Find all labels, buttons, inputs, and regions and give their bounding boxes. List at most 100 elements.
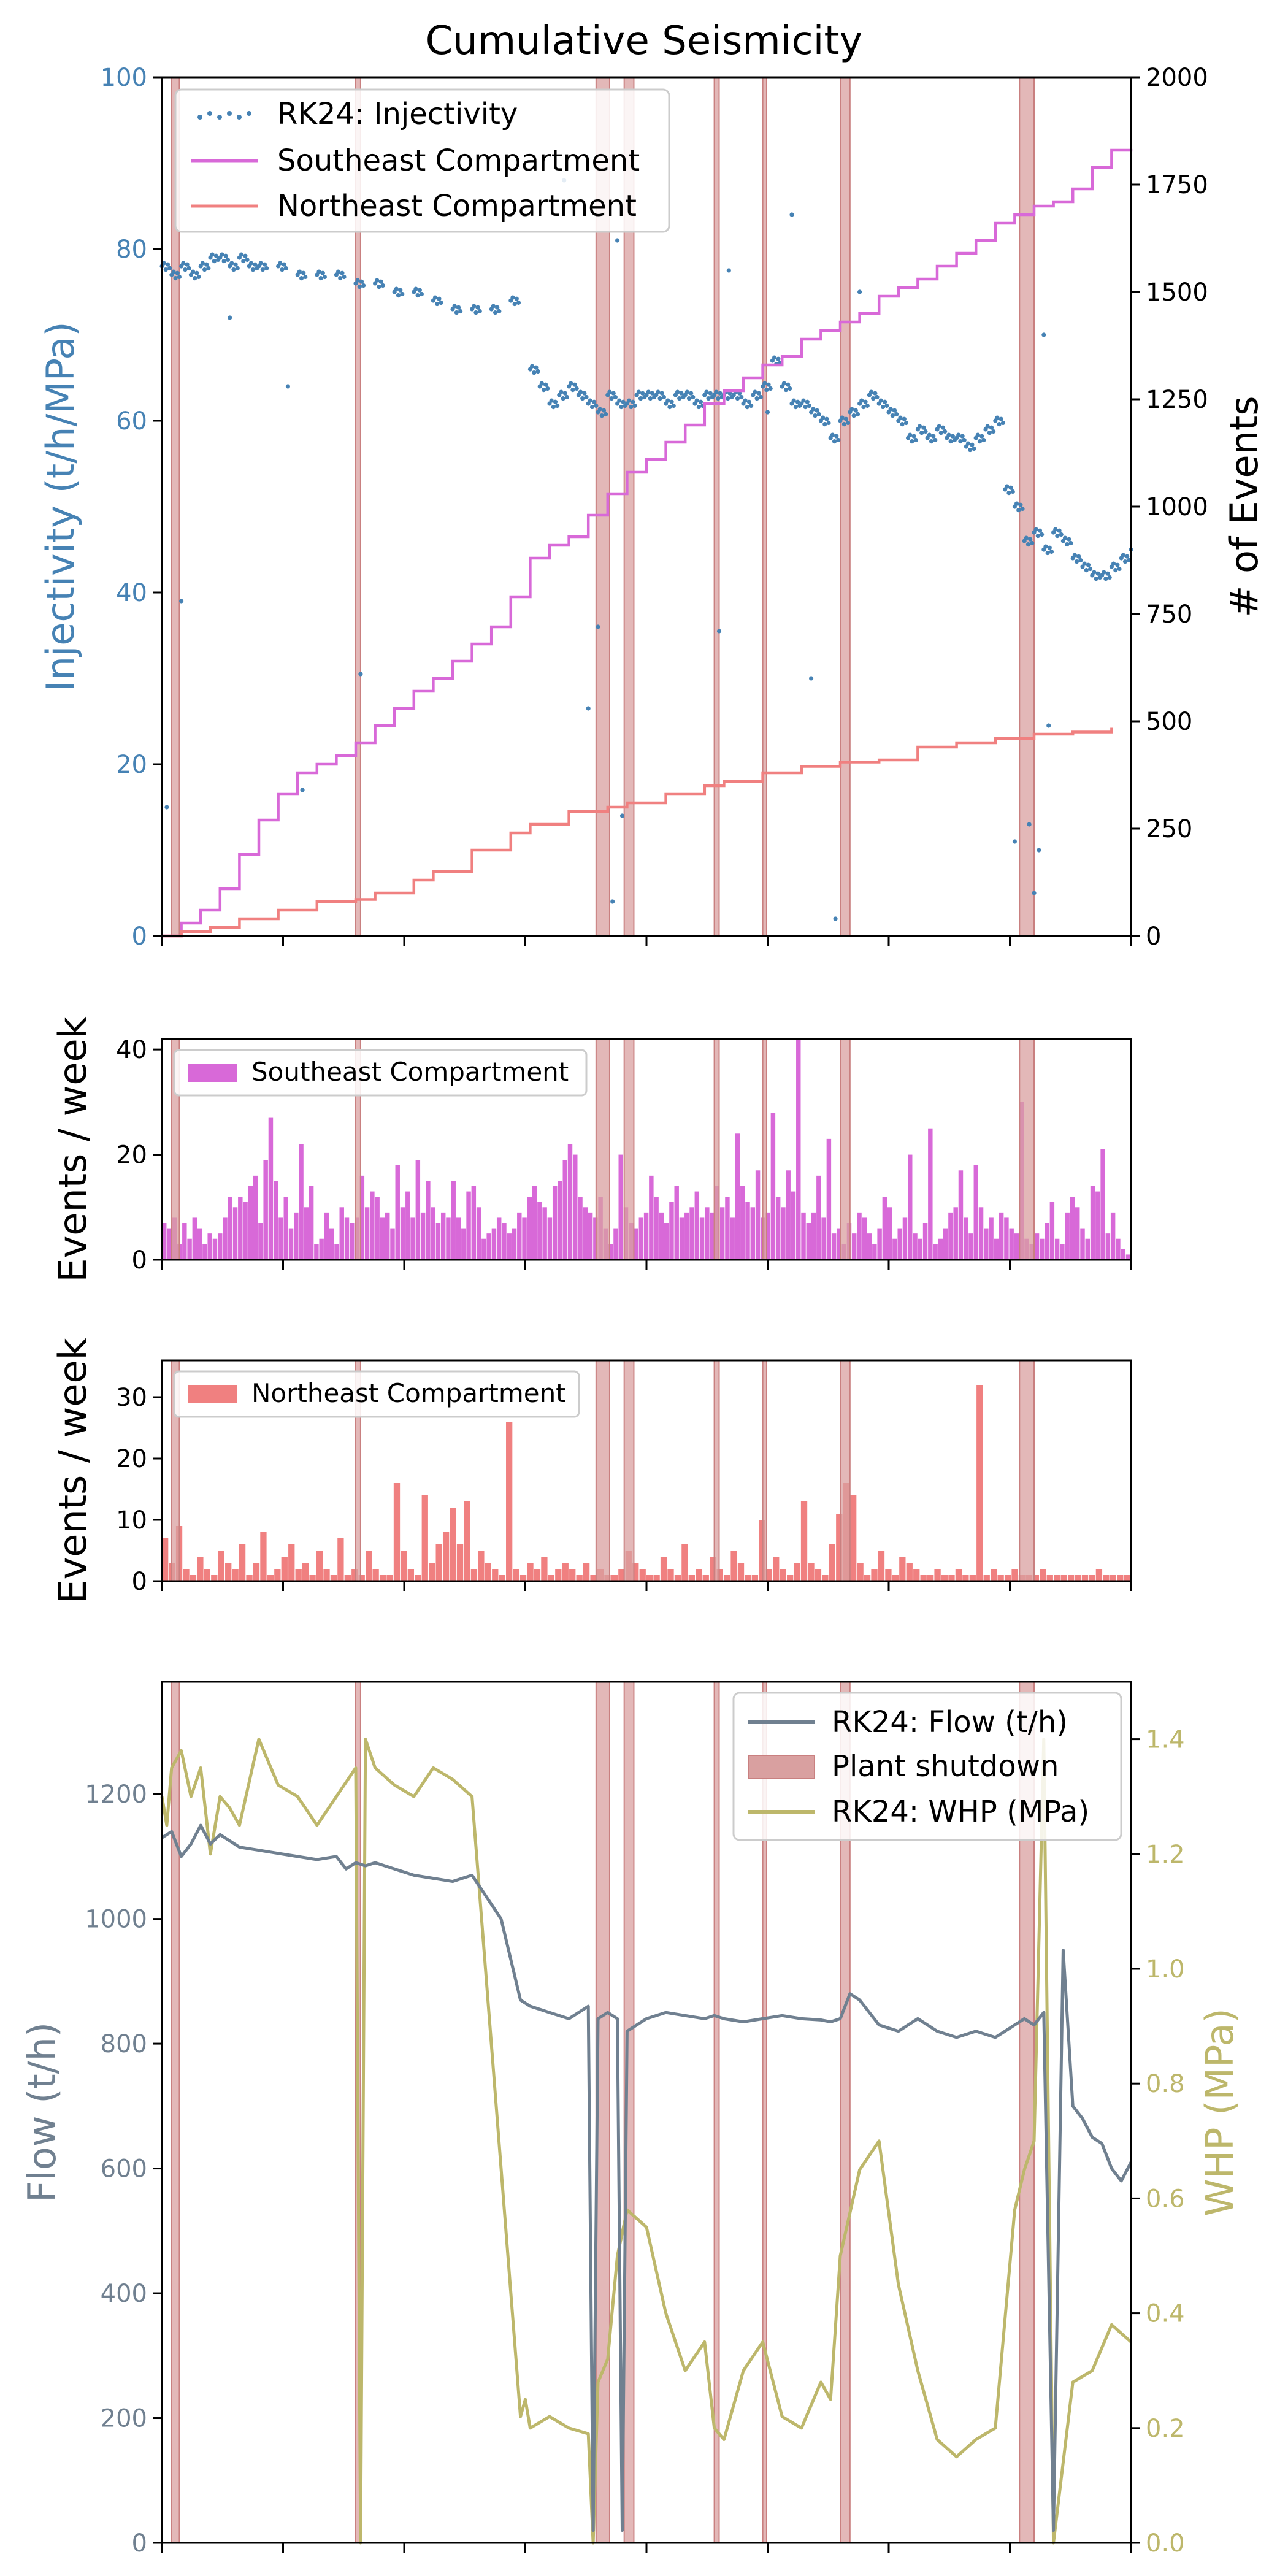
injectivity-outlier-point [1046,723,1051,728]
injectivity-point [1095,571,1100,576]
northeast-weekly-bar [309,1575,316,1581]
northeast-weekly-bar [569,1569,576,1581]
northeast-weekly-bar [1117,1575,1124,1581]
injectivity-point [584,394,589,400]
injectivity-point [890,413,895,418]
injectivity-point [965,441,971,446]
northeast-weekly-bar [1046,1575,1053,1581]
southeast-weekly-bar [380,1217,385,1260]
p1-left-tick-label-2: 40 [116,579,147,607]
injectivity-point [813,413,818,418]
northeast-weekly-bars [162,1385,1130,1581]
injectivity-point [716,396,721,401]
injectivity-point [299,276,304,281]
southeast-weekly-bar [588,1212,593,1260]
injectivity-point [956,432,961,437]
injectivity-point [1030,540,1035,546]
injectivity-point [621,399,626,404]
northeast-weekly-bar [1054,1575,1060,1581]
southeast-weekly-bar [933,1244,938,1260]
northeast-weekly-bar [808,1563,815,1581]
northeast-weekly-bar [815,1569,822,1581]
p1-legend: RK24: Injectivity Southeast Compartment … [174,88,670,233]
southeast-weekly-bar [826,1138,832,1260]
injectivity-point [677,396,682,401]
northeast-weekly-bar [379,1575,386,1581]
northeast-weekly-bar [934,1569,941,1581]
injectivity-point [549,398,554,403]
injectivity-point [679,391,684,396]
injectivity-point [380,283,385,288]
northeast-weekly-bar [519,1575,527,1581]
injectivity-point [594,403,599,408]
southeast-weekly-bar [212,1238,218,1260]
southeast-weekly-bar [324,1212,329,1260]
injectivity-point [958,439,963,444]
northeast-weekly-bar [218,1551,224,1581]
p1-right-ticks: 0 250 500 750 1000 1250 1500 1750 2000 [1131,64,1208,951]
p4-right-ticks: 0.0 0.2 0.4 0.6 0.8 1.0 1.2 1.4 [1131,1726,1185,2558]
injectivity-point [569,381,573,386]
p4-right-axis-label: WHP (MPa) [1197,2008,1242,2217]
southeast-weekly-bar [765,1212,770,1260]
injectivity-point [815,408,819,413]
southeast-weekly-bar [334,1244,339,1260]
northeast-weekly-bar [920,1575,927,1581]
p4-left-tick-label-1: 200 [101,2405,147,2433]
southeast-weekly-bar [816,1175,821,1260]
southeast-weekly-bar [892,1238,897,1260]
northeast-weekly-bar [765,1569,772,1581]
injectivity-point [826,420,831,426]
northeast-weekly-bar [492,1569,499,1581]
southeast-weekly-bar [522,1217,527,1260]
southeast-weekly-bar [664,1223,669,1260]
injectivity-outlier-point [610,899,615,904]
injectivity-point [1067,537,1071,542]
whp-line [160,1738,1132,2545]
southeast-weekly-bar [669,1202,674,1260]
southeast-weekly-bar [643,1212,649,1260]
southeast-weekly-bar [978,1207,984,1260]
northeast-weekly-bar [386,1575,393,1581]
southeast-weekly-bar [1085,1238,1090,1260]
injectivity-point [1045,551,1050,556]
injectivity-point [177,274,182,280]
injectivity-point [1107,575,1112,580]
northeast-weekly-bar [204,1569,210,1581]
southeast-weekly-bar [197,1228,202,1260]
injectivity-point [1016,508,1021,513]
p1-x-ticks [161,936,1132,946]
injectivity-point [535,369,540,374]
injectivity-point [661,394,667,400]
injectivity-outlier-point [164,805,169,810]
legend-injectivity-dot [217,115,222,120]
legend-injectivity-label: RK24: Injectivity [277,97,518,131]
northeast-weekly-bar [976,1385,983,1581]
p1-left-tick-label-5: 100 [101,64,147,92]
northeast-weekly-bar [822,1575,829,1581]
legend-northeast-label: Northeast Compartment [277,189,637,223]
injectivity-point [551,405,556,410]
injectivity-point [1053,527,1058,532]
injectivity-point [545,386,550,391]
injectivity-point [475,305,480,310]
injectivity-point [233,262,238,267]
injectivity-point [859,398,864,403]
injectivity-point [417,288,422,293]
southeast-weekly-bar [984,1228,989,1260]
southeast-weekly-bar [182,1223,187,1260]
injectivity-point [968,448,973,453]
injectivity-point [756,391,761,396]
injectivity-point [225,257,231,263]
southeast-weekly-bar [1095,1191,1100,1260]
northeast-weekly-bar [541,1557,548,1581]
injectivity-point [1020,506,1025,512]
northeast-weekly-bar [393,1483,401,1581]
southeast-weekly-bar [1110,1212,1116,1260]
injectivity-point [995,415,1000,420]
injectivity-point [943,429,948,434]
southeast-weekly-bar [339,1207,344,1260]
flow-line [161,1823,1133,2532]
injectivity-point [684,389,689,394]
